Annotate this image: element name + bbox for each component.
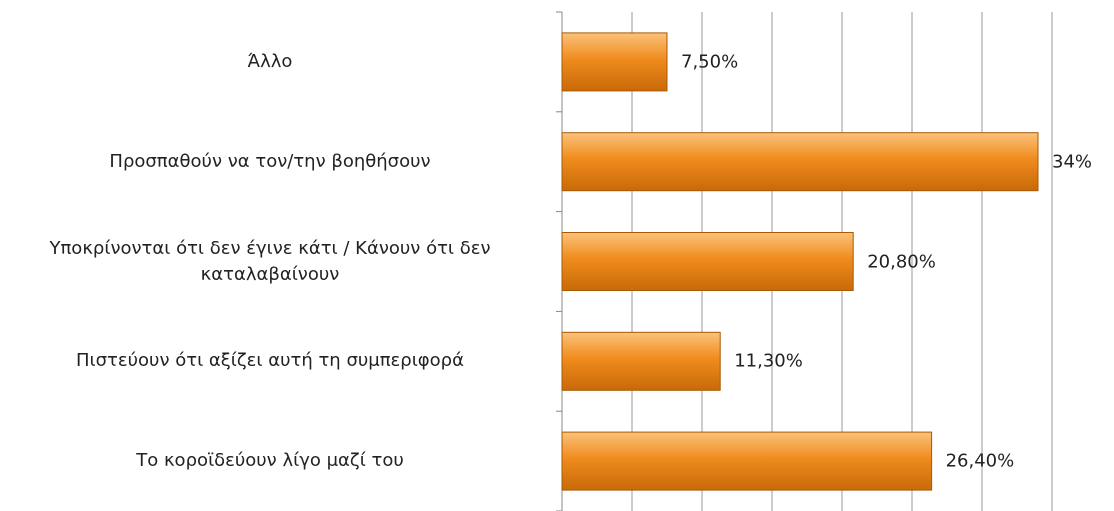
value-label: 7,50% bbox=[681, 51, 739, 73]
y-tick-label: Άλλο bbox=[247, 50, 293, 72]
bar bbox=[561, 132, 1039, 192]
value-label: 34% bbox=[1052, 151, 1093, 173]
value-label: 26,40% bbox=[945, 450, 1015, 472]
y-tick-label: Προσπαθούν να τον/την βοηθήσουν bbox=[109, 150, 431, 172]
bar bbox=[561, 331, 721, 391]
value-label: 11,30% bbox=[734, 350, 803, 372]
y-tick-label: Πιστεύουν ότι αξίζει αυτή τη συμπεριφορά bbox=[76, 350, 464, 372]
y-tick-label: Υποκρίνονται ότι δεν έγινε κάτι / Κάνουν… bbox=[49, 237, 491, 285]
value-label: 20,80% bbox=[867, 251, 936, 272]
y-tick-label: Το κοροϊδεύουν λίγο μαζί του bbox=[136, 450, 404, 472]
bar bbox=[561, 32, 668, 92]
bar bbox=[561, 431, 933, 491]
bar bbox=[561, 232, 854, 291]
